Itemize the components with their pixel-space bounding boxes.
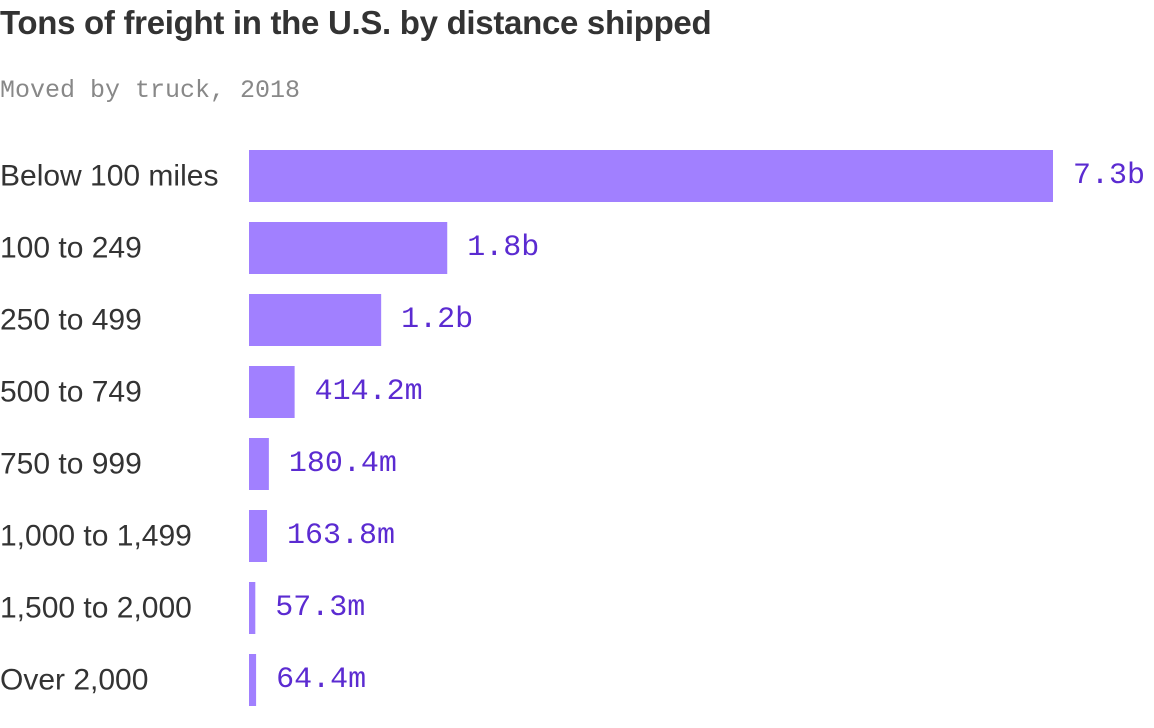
value-label: 180.4m <box>289 447 397 481</box>
category-label: Below 100 miles <box>0 160 218 193</box>
bar <box>249 654 257 706</box>
value-label: 163.8m <box>287 519 395 553</box>
bar <box>249 510 268 562</box>
bar <box>249 582 256 634</box>
bar <box>249 366 295 418</box>
category-label: 1,500 to 2,000 <box>0 592 192 625</box>
bar <box>249 438 269 490</box>
category-label: 1,000 to 1,499 <box>0 520 192 553</box>
value-label: 64.4m <box>276 663 366 697</box>
value-label: 7.3b <box>1073 159 1145 193</box>
category-label: 100 to 249 <box>0 232 142 265</box>
category-label: 500 to 749 <box>0 376 142 409</box>
category-label: 750 to 999 <box>0 448 142 481</box>
chart-title: Tons of freight in the U.S. by distance … <box>0 4 712 41</box>
bar <box>249 294 382 346</box>
category-label: Over 2,000 <box>0 664 148 697</box>
category-label: 250 to 499 <box>0 304 142 337</box>
value-label: 1.8b <box>467 231 539 265</box>
chart-subtitle: Moved by truck, 2018 <box>0 76 301 105</box>
bar <box>249 222 448 274</box>
value-label: 414.2m <box>315 375 423 409</box>
bar <box>249 150 1053 202</box>
value-label: 57.3m <box>275 591 365 625</box>
value-label: 1.2b <box>401 303 473 337</box>
